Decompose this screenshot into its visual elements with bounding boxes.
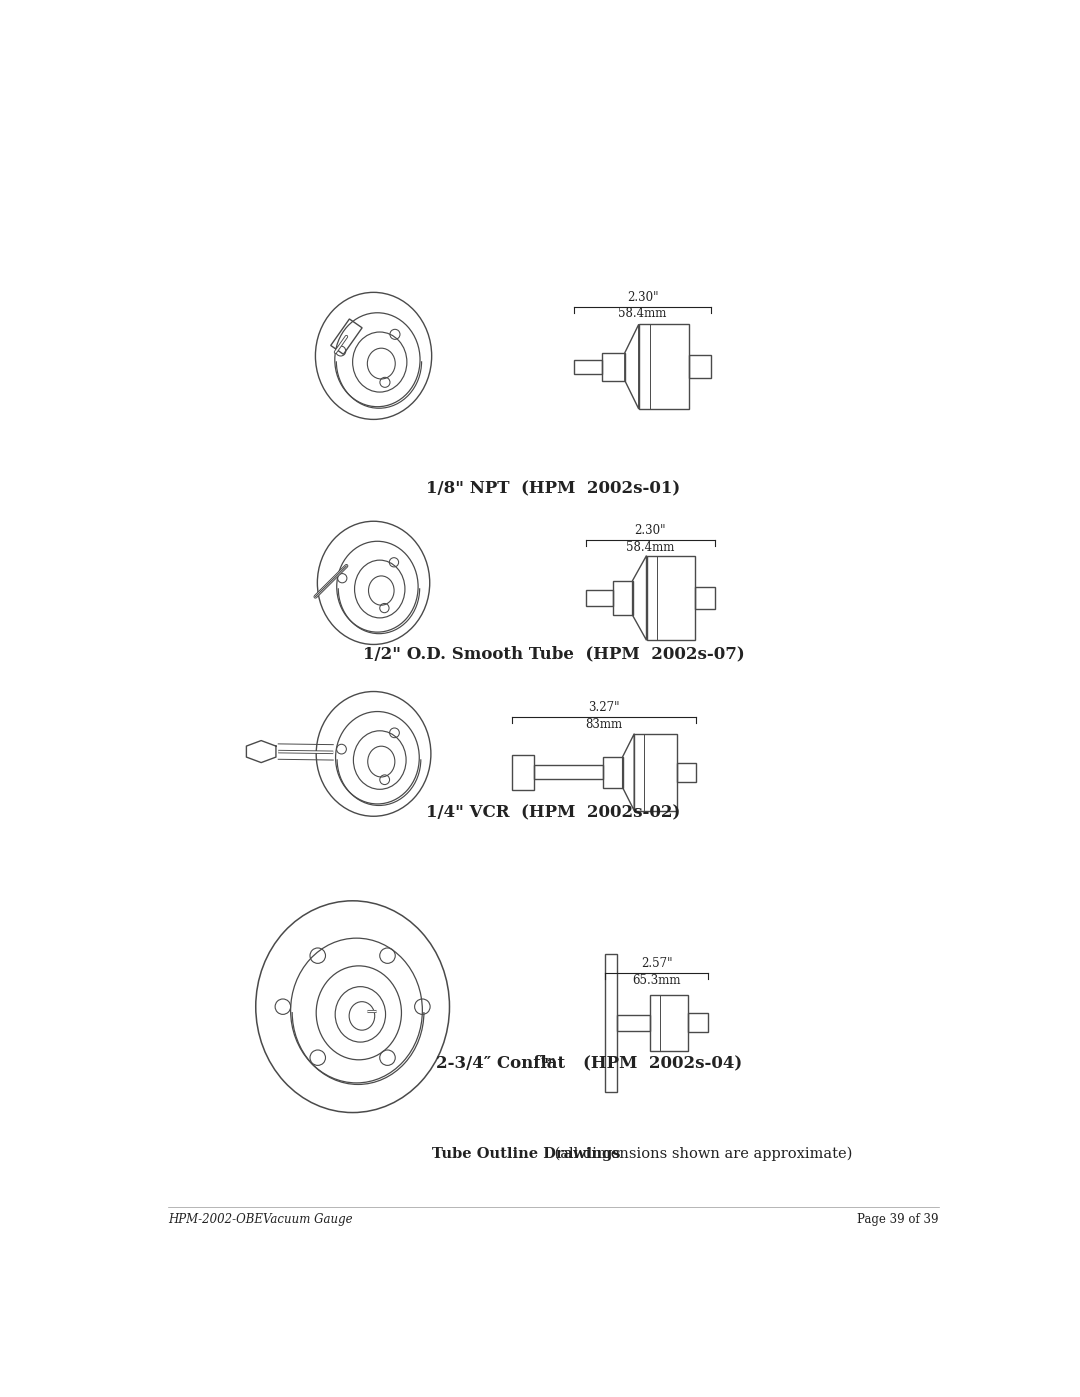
Bar [586,590,613,606]
Text: 2.57": 2.57" [640,957,673,970]
Bar [677,763,697,782]
Text: 2-3/4″ Conflat: 2-3/4″ Conflat [436,1055,566,1071]
Text: Tube Outline Drawings: Tube Outline Drawings [432,1147,621,1161]
Bar [689,355,711,379]
Text: HPM-2002-OBEVacuum Gauge: HPM-2002-OBEVacuum Gauge [168,1213,353,1227]
Bar [617,1016,649,1031]
Bar [694,587,715,609]
Text: Page 39 of 39: Page 39 of 39 [858,1213,939,1227]
Text: 83mm: 83mm [585,718,622,731]
Text: 58.4mm: 58.4mm [626,541,675,555]
Bar [634,733,677,810]
Bar [534,766,604,780]
Text: 1/8" NPT  (HPM  2002s-01): 1/8" NPT (HPM 2002s-01) [427,481,680,497]
Text: (all dimensions shown are approximate): (all dimensions shown are approximate) [550,1147,852,1161]
Bar [602,353,625,380]
Bar [613,581,633,615]
Bar [606,954,617,1092]
Text: tm: tm [541,1056,556,1065]
Bar [649,995,688,1051]
Bar [512,754,534,789]
Bar [688,1013,707,1032]
Bar [638,324,689,409]
Text: 1/4" VCR  (HPM  2002s-02): 1/4" VCR (HPM 2002s-02) [427,805,680,821]
Text: 2.30": 2.30" [635,524,666,536]
Text: 1/2" O.D. Smooth Tube  (HPM  2002s-07): 1/2" O.D. Smooth Tube (HPM 2002s-07) [363,645,744,662]
Text: 3.27": 3.27" [589,701,620,714]
Text: (HPM  2002s-04): (HPM 2002s-04) [561,1055,743,1071]
Text: 58.4mm: 58.4mm [619,307,666,320]
Bar [604,757,623,788]
Text: 65.3mm: 65.3mm [632,974,680,986]
Text: 2.30": 2.30" [626,291,659,303]
Bar [575,359,602,373]
Bar [647,556,694,640]
